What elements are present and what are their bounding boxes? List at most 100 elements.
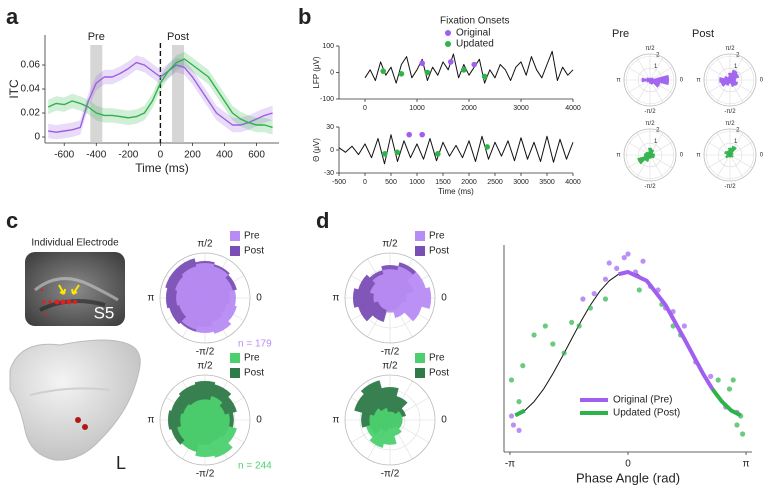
legend-swatch: [415, 368, 425, 378]
angle-tick-label: -π/2: [724, 109, 736, 115]
angle-tick-label: 0: [256, 415, 262, 426]
x-tick-label: 0: [363, 105, 367, 112]
x-tick-label: 0: [625, 459, 631, 470]
radial-tick-label: 2: [736, 52, 740, 58]
legend-label: Post: [429, 246, 449, 257]
radial-grid: [717, 142, 743, 168]
polar-frame: [344, 252, 436, 344]
angle-tick-label: -π/2: [196, 469, 215, 480]
angle-tick-label: π: [617, 153, 621, 159]
polar-bar: [352, 288, 391, 308]
annotation-band: [172, 45, 185, 143]
x-tick-label: -π: [505, 459, 515, 470]
point: [435, 151, 441, 157]
panel-label: c: [6, 208, 18, 233]
polar-bar: [729, 145, 737, 156]
polar-bar: [204, 396, 223, 421]
point: [381, 151, 388, 157]
polar-frame: [159, 374, 251, 466]
point: [424, 69, 431, 76]
spoke: [729, 154, 753, 169]
legend-label: Post: [429, 368, 449, 379]
point: [419, 60, 426, 67]
point: [726, 386, 733, 392]
spoke: [729, 154, 744, 178]
y-axis-label: LFP (μV): [312, 56, 321, 88]
angle-tick-label: π/2: [382, 239, 398, 250]
angle-tick-label: π/2: [725, 46, 735, 52]
point: [602, 296, 609, 302]
y-tick-label: -100: [320, 96, 334, 103]
hemisphere-label: L: [116, 453, 126, 473]
polar-frame: [344, 374, 436, 466]
x-tick-label: 0: [158, 150, 164, 161]
point: [406, 131, 413, 138]
angle-tick-label: -π/2: [381, 347, 400, 358]
polar-plot: π/2 π 0 -π/2 1 2: [697, 121, 764, 190]
point: [740, 431, 746, 437]
angle-tick-label: -π/2: [724, 184, 736, 190]
panel-label: d: [316, 208, 329, 233]
angle-tick-label: π: [697, 78, 701, 84]
polar-plot: π/2 π 0 -π/2 Pre Post n = 179: [148, 231, 273, 358]
angle-tick-label: π/2: [197, 361, 213, 372]
radial-grid: [626, 56, 674, 104]
polar-title: Post: [692, 28, 714, 40]
polar-plot: π/2 π 0 -π/2 1 2: [617, 121, 684, 190]
polar-plot: π/2 π 0 -π/2 1 2 Post: [692, 28, 764, 115]
angle-tick-label: 0: [680, 78, 684, 84]
legend-label: Pre: [429, 231, 445, 242]
y-tick-label: 30: [326, 124, 334, 131]
polar-bar: [649, 79, 661, 88]
polar-bar: [649, 77, 652, 81]
polar-bar: [647, 147, 653, 156]
polar-bar: [649, 154, 655, 159]
legend-swatch: [230, 231, 240, 241]
y-tick-label: 0.06: [21, 60, 41, 71]
legend-swatch: [230, 368, 240, 378]
electrode: [75, 417, 81, 423]
polar-bar: [637, 154, 651, 165]
point: [587, 305, 594, 311]
annotation-band: [90, 45, 103, 143]
x-tick-label: -400: [86, 150, 106, 161]
point: [602, 276, 609, 282]
radial-tick-label: 1: [654, 64, 658, 70]
point: [516, 399, 522, 405]
polar-bar: [720, 79, 731, 87]
point: [715, 377, 721, 383]
polar-plot: π/2 π 0 -π/2 Pre Post: [333, 231, 450, 358]
polar-bar: [719, 77, 731, 83]
radial-grid: [626, 131, 674, 179]
polar-bar: [389, 411, 403, 421]
polar-frame: [159, 252, 251, 344]
electrodes: [40, 288, 77, 316]
spoke: [729, 141, 753, 156]
arrow: [71, 284, 80, 295]
legend-label: Original: [456, 28, 490, 39]
x-tick-label: 400: [216, 150, 233, 161]
x-tick-label: 2000: [461, 179, 477, 186]
point: [542, 323, 548, 329]
legend-label: Pre: [429, 353, 445, 364]
y-axis-label: ITC: [7, 79, 21, 99]
polar-bar: [389, 287, 432, 309]
x-tick-label: 4000: [565, 105, 581, 112]
polar-bar: [389, 419, 402, 437]
polar-bar: [389, 297, 422, 322]
y-axis-label: Θ (μV): [312, 138, 321, 162]
legend-label: Updated: [456, 39, 494, 50]
polar-bar: [181, 266, 206, 299]
spoke: [649, 66, 673, 81]
annotation: Pre: [88, 31, 105, 43]
x-tick-label: 3000: [513, 179, 529, 186]
angle-tick-label: 0: [256, 293, 262, 304]
point: [591, 291, 597, 297]
polar-frame: [703, 128, 757, 182]
polar-bar: [383, 419, 397, 445]
angle-tick-label: π: [333, 293, 340, 304]
angle-tick-label: π: [148, 293, 155, 304]
x-tick-label: 200: [184, 150, 201, 161]
x-tick-label: -500: [332, 179, 346, 186]
polar-bar: [389, 266, 414, 299]
